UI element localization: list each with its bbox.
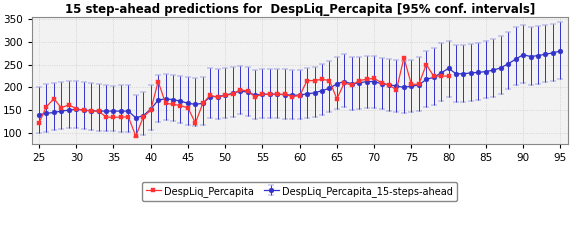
Title: 15 step-ahead predictions for  DespLiq_Percapita [95% conf. intervals]: 15 step-ahead predictions for DespLiq_Pe…	[65, 3, 535, 16]
Legend: DespLiq_Percapita, DespLiq_Percapita_15-steps-ahead: DespLiq_Percapita, DespLiq_Percapita_15-…	[142, 182, 457, 201]
DespLiq_Percapita	[43, 105, 50, 108]
DespLiq_Percapita	[35, 122, 42, 124]
DespLiq_Percapita	[400, 56, 407, 59]
DespLiq_Percapita	[192, 122, 199, 124]
DespLiq_Percapita	[274, 93, 281, 96]
DespLiq_Percapita	[356, 79, 363, 82]
Line: DespLiq_Percapita: DespLiq_Percapita	[37, 55, 451, 138]
DespLiq_Percapita	[445, 74, 452, 77]
DespLiq_Percapita	[311, 79, 318, 82]
DespLiq_Percapita	[296, 94, 303, 97]
DespLiq_Percapita	[132, 135, 139, 137]
